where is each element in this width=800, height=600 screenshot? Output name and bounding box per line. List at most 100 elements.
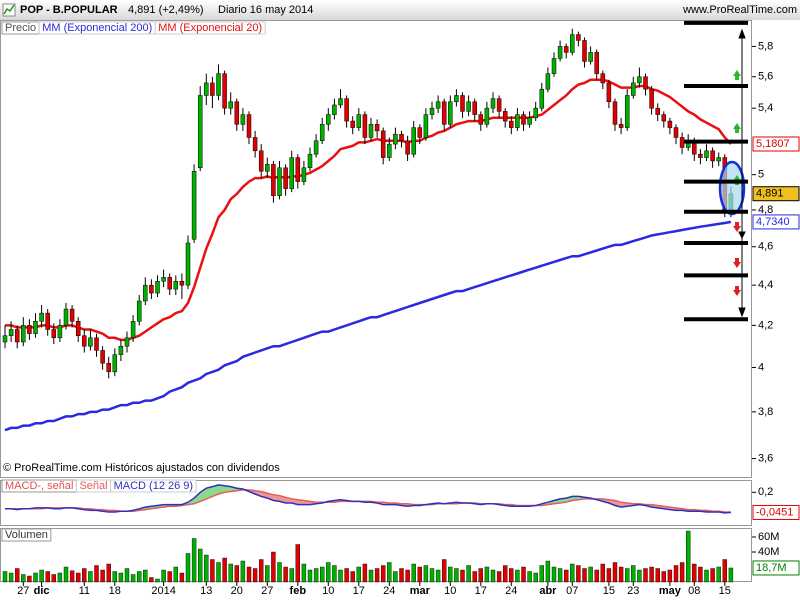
volume-bar [234, 565, 240, 583]
value-tag-label: -0,0451 [756, 506, 793, 518]
volume-bar [149, 577, 154, 583]
candle-body [551, 58, 557, 74]
x-tick-label: 15 [719, 585, 731, 597]
macd-fill [218, 484, 225, 494]
macd-fill [273, 494, 280, 502]
candle-body [704, 150, 709, 158]
volume-bar [472, 571, 477, 583]
legend-entry: MM (Exponencial 20) [158, 22, 262, 34]
volume-bar [661, 571, 666, 583]
y-tick-label: 4,4 [758, 279, 773, 291]
candle-body [197, 95, 203, 169]
candle-body [429, 107, 435, 115]
volume-bar [39, 569, 44, 583]
value-tag [752, 504, 800, 520]
x-tick-label: 11 [79, 585, 90, 597]
candle-body [39, 312, 44, 322]
candle-body [667, 120, 673, 128]
candle-body [362, 114, 368, 138]
volume-bar [136, 571, 142, 583]
volume-bar [326, 562, 331, 583]
candle-body [606, 82, 612, 103]
legend-entry: MM (Exponencial 200) [42, 22, 152, 34]
x-tick-label: feb [290, 585, 307, 597]
candle-body [472, 101, 477, 115]
volume-bar [344, 568, 349, 583]
volume-bar [295, 544, 300, 583]
volume-bar [582, 568, 587, 583]
volume-bar [210, 559, 215, 583]
volume-bar [368, 569, 374, 583]
volume-bar [478, 568, 483, 583]
candle-body [405, 140, 410, 155]
candle-body [515, 114, 520, 128]
volume-bar [155, 578, 160, 583]
candle-body [2, 335, 8, 343]
volume-bar [588, 566, 593, 583]
candle-body [228, 101, 233, 109]
volume-bar [8, 572, 14, 583]
candle-body [679, 137, 685, 148]
legend-box [110, 479, 197, 493]
volume-bar [338, 569, 343, 583]
symbol: POP - B.POPULAR [20, 4, 118, 16]
volume-bar [374, 568, 380, 583]
volume-bar [411, 563, 416, 583]
volume-bar [112, 571, 118, 583]
volume-bar [271, 551, 276, 583]
volume-bar [503, 565, 508, 583]
candle-body [100, 350, 105, 364]
volume-bar [448, 566, 453, 583]
candle-body [710, 150, 715, 162]
volume-bar [606, 568, 612, 583]
value-tag-label: 5,1807 [756, 138, 790, 150]
volume-bar [362, 563, 368, 583]
candle-body [240, 114, 246, 125]
volume-bar [612, 562, 618, 583]
candle-body [557, 46, 563, 59]
candle-body [624, 95, 630, 128]
candle-body [423, 114, 429, 138]
candle-body [698, 153, 703, 158]
candle-body [21, 325, 26, 343]
x-tick-label: abr [539, 585, 557, 597]
candle-body [344, 98, 349, 122]
candle-body [496, 98, 502, 112]
y-tick-label: 4 [758, 361, 764, 373]
candle-body [51, 329, 57, 339]
volume-bar [496, 571, 502, 583]
candle-body [411, 127, 416, 155]
value-tag-label: 4,891 [756, 188, 784, 200]
volume-bar [161, 569, 166, 583]
volume-bar [204, 554, 209, 583]
candle-body [539, 88, 545, 109]
candle-body [149, 284, 154, 294]
volume-bar [429, 568, 435, 583]
candle-body [484, 107, 490, 125]
x-tick-label: dic [34, 585, 50, 597]
volume-bar [350, 571, 355, 583]
candle-body [57, 325, 63, 339]
candle-body [88, 337, 93, 347]
volume-bar [313, 568, 319, 583]
legend-entry: Señal [79, 480, 107, 492]
volume-bar [466, 565, 471, 583]
macd-fill [212, 484, 219, 497]
volume-bar [307, 569, 313, 583]
volume-bar [289, 568, 294, 583]
x-tick-label: 17 [475, 585, 487, 597]
candle-body [478, 114, 484, 125]
candle-body [155, 280, 160, 294]
candle-body [509, 120, 514, 128]
candle-body [82, 335, 87, 347]
candle-body [527, 117, 532, 125]
candle-body [271, 164, 276, 196]
volume-bar [600, 563, 605, 583]
candle-body [216, 73, 221, 96]
candle-body [448, 101, 453, 125]
candle-body [45, 312, 50, 330]
value-tag [752, 136, 800, 152]
volume-bar [82, 568, 87, 583]
x-tick-label: 24 [505, 585, 517, 597]
x-tick-label: 20 [231, 585, 243, 597]
